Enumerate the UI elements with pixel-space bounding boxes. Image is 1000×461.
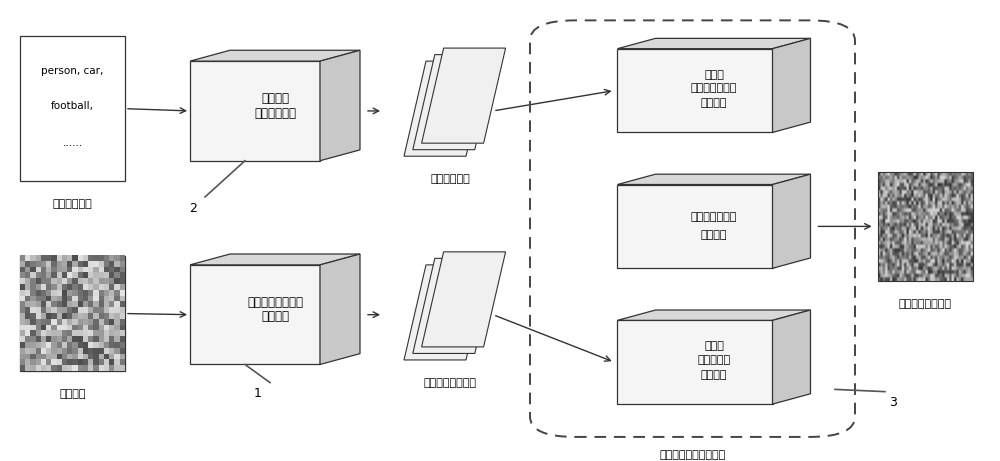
Text: 图像特征及候选框: 图像特征及候选框 [247, 296, 303, 308]
Text: 3: 3 [889, 396, 897, 409]
Polygon shape [404, 61, 488, 156]
Polygon shape [413, 258, 497, 354]
Text: 提取模块: 提取模块 [261, 310, 289, 324]
Polygon shape [422, 48, 506, 143]
Polygon shape [772, 38, 810, 132]
FancyBboxPatch shape [20, 36, 125, 181]
Polygon shape [617, 320, 772, 404]
Text: ......: ...... [62, 138, 83, 148]
Text: 候选框分类及回归模块: 候选框分类及回归模块 [659, 450, 726, 461]
Polygon shape [772, 174, 810, 268]
Polygon shape [190, 50, 360, 61]
Text: football,: football, [51, 101, 94, 111]
Polygon shape [617, 38, 810, 49]
Polygon shape [320, 50, 360, 161]
Text: 输入类别文本: 输入类别文本 [53, 199, 92, 209]
Text: 学生网络: 学生网络 [701, 98, 727, 108]
Text: 分类及边界回归: 分类及边界回归 [691, 83, 737, 93]
Polygon shape [190, 265, 320, 365]
Polygon shape [320, 254, 360, 365]
Text: 学生网络: 学生网络 [701, 370, 727, 380]
Polygon shape [190, 254, 360, 265]
Text: 2: 2 [189, 202, 197, 215]
Polygon shape [190, 61, 320, 161]
Text: 输出边界框及类别: 输出边界框及类别 [898, 299, 952, 309]
Polygon shape [617, 310, 810, 320]
Text: 提取优化模块: 提取优化模块 [254, 106, 296, 120]
Text: 弱监督: 弱监督 [704, 342, 724, 351]
Text: 语义信息: 语义信息 [261, 92, 289, 105]
Polygon shape [422, 252, 506, 347]
Polygon shape [617, 49, 772, 132]
FancyBboxPatch shape [20, 256, 125, 371]
Polygon shape [617, 184, 772, 268]
Text: person, car,: person, car, [41, 66, 104, 76]
Text: 类别语义特征: 类别语义特征 [430, 174, 470, 184]
Text: 1: 1 [254, 387, 262, 401]
Text: 候选区域视觅特征: 候选区域视觅特征 [424, 378, 477, 388]
Text: 强监督: 强监督 [704, 70, 724, 80]
Polygon shape [772, 310, 810, 404]
Polygon shape [617, 174, 810, 184]
Polygon shape [404, 265, 488, 360]
Text: 分类及边界回归: 分类及边界回归 [691, 213, 737, 222]
Polygon shape [413, 54, 497, 150]
Text: 多示例学习: 多示例学习 [697, 355, 731, 365]
Text: 输入图像: 输入图像 [59, 390, 86, 399]
Text: 教师网络: 教师网络 [701, 230, 727, 240]
